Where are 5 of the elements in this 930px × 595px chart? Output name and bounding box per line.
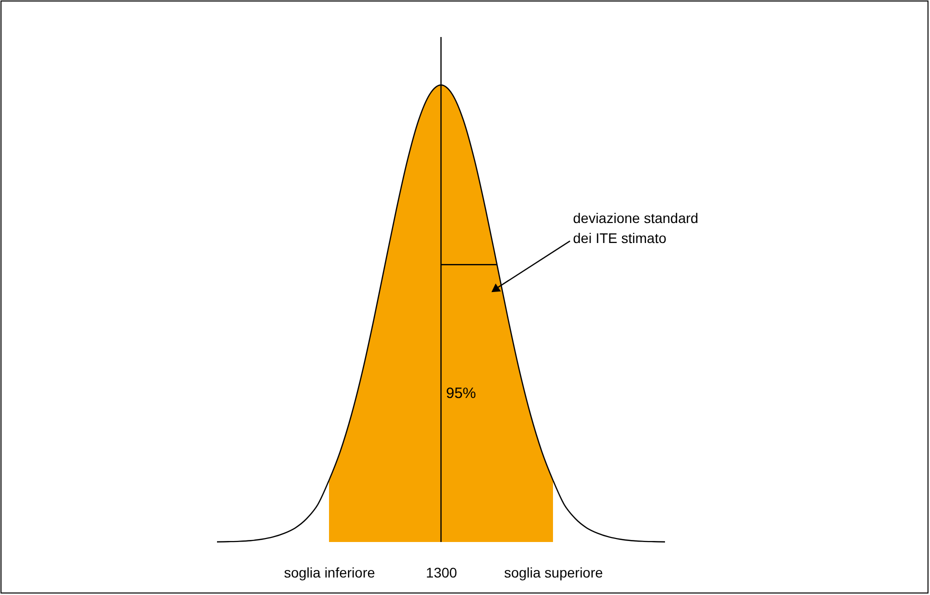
x-tick-label: soglia superiore <box>504 564 604 580</box>
x-tick-label: soglia inferiore <box>284 564 376 580</box>
annotation: 95% <box>446 385 476 402</box>
annotation: deviazione standard dei ITE stimato <box>573 210 698 246</box>
x-tick-label: 1300 <box>426 564 458 580</box>
